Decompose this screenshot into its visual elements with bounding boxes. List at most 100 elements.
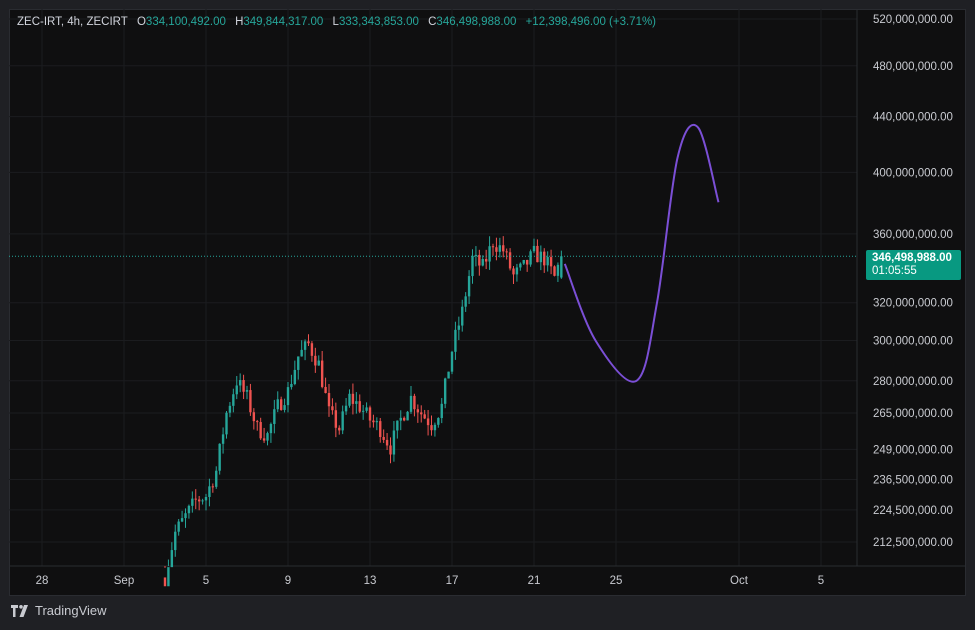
- y-tick-label: 300,000,000.00: [873, 335, 953, 347]
- candle-body: [529, 251, 532, 265]
- candle-body: [505, 251, 508, 253]
- candle-body: [225, 412, 228, 435]
- candle-body: [307, 341, 310, 344]
- y-tick-label: 224,500,000.00: [873, 505, 953, 517]
- candle-body: [232, 394, 235, 406]
- candle-body: [389, 445, 392, 455]
- y-tick-label: 249,000,000.00: [873, 444, 953, 456]
- candle-body: [324, 386, 327, 394]
- candle-body: [443, 378, 447, 404]
- x-tick-label: Oct: [730, 575, 749, 587]
- x-tick-label: 9: [285, 575, 291, 587]
- candle-body: [437, 418, 440, 425]
- candle-body: [413, 395, 416, 410]
- candle-body: [368, 407, 372, 421]
- symbol-label: ZEC-IRT, 4h, ZECIRT: [17, 16, 128, 28]
- tradingview-brand[interactable]: TradingView: [35, 603, 107, 618]
- candle-body: [519, 263, 522, 268]
- candle-body: [215, 470, 218, 487]
- candle-body: [293, 369, 297, 385]
- candle-body: [177, 521, 180, 532]
- candle-body: [283, 405, 286, 410]
- candle-body: [481, 259, 484, 266]
- candle-body: [484, 259, 488, 262]
- candle-body: [341, 411, 344, 431]
- candle-body: [406, 411, 409, 421]
- candle-body: [361, 410, 365, 412]
- candle-body: [409, 395, 413, 412]
- candle-body: [450, 351, 454, 372]
- candle-body: [211, 486, 215, 488]
- candle-body: [269, 423, 273, 434]
- candle-body: [539, 251, 543, 263]
- projection-curve: [563, 123, 720, 383]
- candle-body: [525, 259, 529, 265]
- candle-body: [379, 421, 382, 437]
- candle-body: [549, 257, 553, 267]
- candle-body: [180, 518, 184, 522]
- candle-body: [508, 252, 512, 269]
- candle-body: [218, 443, 221, 471]
- candle-body: [235, 385, 238, 395]
- y-tick-label: 320,000,000.00: [873, 298, 953, 310]
- candle-body: [532, 245, 536, 252]
- y-tick-label: 280,000,000.00: [873, 376, 953, 388]
- candle-body: [515, 267, 519, 275]
- candle-body: [433, 424, 437, 431]
- candle-body: [426, 418, 430, 426]
- y-tick-label: 440,000,000.00: [873, 112, 953, 124]
- candle-body: [536, 245, 539, 263]
- candle-body: [314, 355, 317, 366]
- y-tick-label: 212,500,000.00: [873, 537, 953, 549]
- candle-body: [238, 380, 242, 386]
- candle-body: [187, 505, 191, 514]
- candle-body: [474, 254, 478, 256]
- last-price-value: 346,498,988.00: [872, 252, 952, 264]
- candle-body: [471, 255, 474, 277]
- candle-body: [440, 403, 443, 419]
- candle-body: [290, 384, 293, 388]
- candle-body: [478, 254, 481, 266]
- candle-body: [242, 380, 245, 392]
- candle-body: [208, 486, 211, 498]
- candle-body: [197, 499, 201, 502]
- change-value: +12,398,496.00 (+3.71%): [525, 16, 657, 28]
- candle-body: [204, 497, 208, 501]
- candle-body: [344, 405, 348, 412]
- x-tick-label: 13: [364, 575, 377, 587]
- candle-body: [228, 405, 232, 413]
- candle-body: [303, 341, 307, 350]
- candle-body: [276, 399, 279, 410]
- low-value: 333,343,853.00: [338, 16, 419, 28]
- candle-body: [454, 329, 457, 352]
- close-value: 346,498,988.00: [436, 16, 517, 28]
- candle-body: [464, 296, 467, 307]
- candle-body: [392, 430, 396, 455]
- candle-body: [184, 513, 187, 519]
- candle-body: [297, 356, 300, 370]
- candle-body: [279, 399, 283, 410]
- candle-body: [461, 306, 464, 326]
- x-tick-label: 17: [446, 575, 459, 587]
- candle-body: [201, 500, 204, 502]
- candle-body: [420, 412, 423, 415]
- x-tick-label: 5: [203, 575, 209, 587]
- candle-body: [546, 257, 549, 266]
- price-chart[interactable]: 520,000,000.00 480,000,000.00 440,000,000.…: [9, 9, 966, 596]
- candle-body: [174, 531, 177, 551]
- x-tick-label: 25: [610, 575, 623, 587]
- candle-body: [556, 264, 560, 276]
- bar-countdown: 01:05:55: [872, 265, 917, 277]
- candle-body: [273, 409, 276, 424]
- candle-body: [375, 421, 379, 423]
- x-tick-label: 28: [36, 575, 49, 587]
- candle-body: [334, 410, 338, 428]
- candle-body: [423, 414, 426, 419]
- candle-body: [351, 393, 355, 404]
- y-tick-label: 265,000,000.00: [873, 408, 953, 420]
- x-tick-label: 5: [818, 575, 824, 587]
- candle-body: [402, 417, 406, 421]
- candle-body: [385, 439, 389, 446]
- candle-body: [467, 276, 471, 297]
- y-tick-label: 360,000,000.00: [873, 229, 953, 241]
